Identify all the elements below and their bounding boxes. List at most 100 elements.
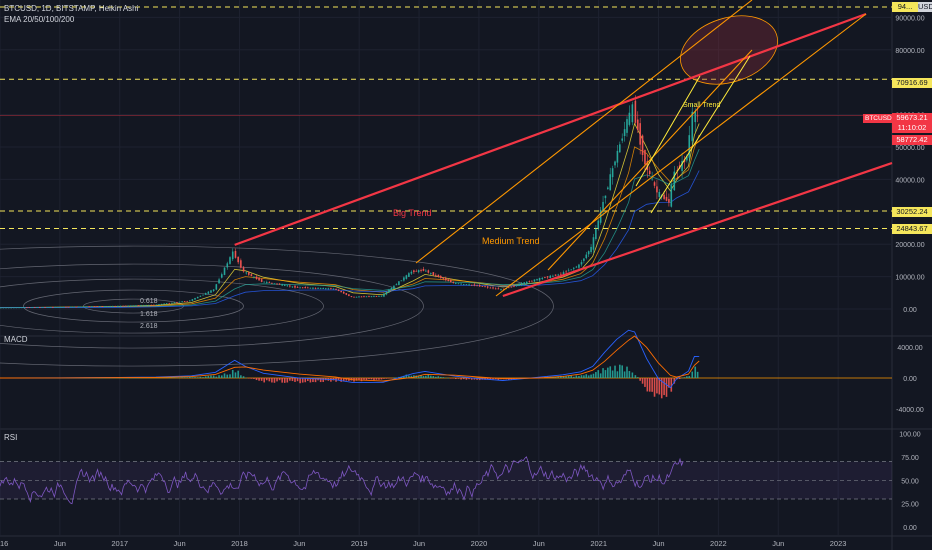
candle-body: [607, 187, 609, 189]
macd-histogram-bar: [199, 376, 202, 378]
candle-body: [88, 306, 91, 308]
candle-body: [78, 306, 80, 308]
candle-body: [28, 307, 31, 308]
macd-histogram-bar: [147, 377, 150, 379]
candle-body: [513, 285, 515, 287]
candle-body: [18, 307, 20, 309]
candle-body: [191, 299, 194, 301]
candle-body: [124, 305, 127, 307]
candle-body: [345, 293, 348, 295]
candle-body: [59, 306, 62, 308]
candle-body: [544, 277, 546, 278]
candle-body: [585, 254, 588, 259]
macd-histogram-bar: [119, 377, 122, 379]
macd-histogram-bar: [565, 376, 567, 378]
candle-body: [355, 296, 358, 298]
candle-body: [324, 288, 327, 290]
candle-body: [457, 283, 460, 285]
candle-body: [595, 228, 597, 239]
candle-body: [117, 305, 119, 307]
candle-body: [54, 306, 57, 308]
candle-body: [319, 287, 322, 289]
symbol-title: BTCUSD, 1D, BITSTAMP, Heikin Ashi: [4, 4, 139, 13]
macd-histogram-bar: [673, 378, 676, 384]
candle-body: [554, 274, 557, 276]
candle-body: [147, 304, 150, 306]
candle-body: [189, 300, 191, 302]
macd-tick-label: 4000.00: [897, 345, 922, 352]
candle-body: [13, 307, 15, 309]
ema-line: [0, 170, 700, 308]
candle-body: [673, 171, 676, 191]
macd-histogram-bar: [160, 377, 163, 379]
macd-histogram-bar: [473, 378, 476, 380]
candle-body: [486, 286, 489, 288]
macd-histogram-bar: [417, 375, 420, 378]
macd-histogram-bar: [229, 374, 231, 378]
macd-histogram-bar: [135, 377, 137, 379]
macd-histogram-bar: [299, 378, 301, 384]
macd-histogram-bar: [660, 378, 663, 399]
candle-body: [531, 280, 533, 282]
candle-body: [408, 273, 410, 277]
big-trend-upper-line: [234, 12, 867, 246]
macd-histogram-bar: [212, 375, 215, 378]
candle-body: [616, 150, 619, 163]
candle-body: [523, 282, 525, 285]
candle-body: [296, 287, 299, 288]
macd-histogram-bar: [294, 378, 296, 382]
price-label-70916: 70916.69: [892, 78, 932, 88]
macd-histogram-bar: [432, 375, 435, 378]
macd-histogram-bar: [176, 377, 178, 379]
candle-body: [301, 287, 304, 289]
candle-body: [639, 123, 641, 145]
candle-body: [204, 293, 207, 295]
candle-body: [98, 306, 101, 307]
candle-body: [171, 302, 173, 304]
candle-body: [218, 279, 220, 284]
candle-body: [91, 306, 93, 308]
macd-histogram-bar: [286, 378, 289, 383]
candle-body: [454, 283, 457, 284]
candle-body: [150, 304, 153, 306]
macd-histogram-bar: [656, 378, 658, 394]
macd-histogram-bar: [145, 377, 147, 379]
candle-body: [350, 296, 353, 297]
candle-body: [497, 288, 500, 290]
macd-histogram-bar: [122, 377, 124, 379]
x-tick-label: Jun: [772, 539, 784, 548]
candle-body: [127, 305, 130, 307]
macd-histogram-bar: [250, 378, 253, 379]
macd-histogram-bar: [383, 378, 385, 379]
candle-body: [378, 295, 380, 297]
candle-body: [160, 303, 163, 305]
x-tick-label: 2017: [111, 539, 128, 548]
candle-body: [237, 256, 239, 263]
macd-histogram-bar: [304, 378, 307, 383]
candle-body: [20, 307, 23, 309]
candle-body: [96, 306, 98, 307]
macd-histogram-bar: [360, 378, 363, 382]
macd-histogram-bar: [590, 374, 592, 378]
macd-histogram-bar: [196, 377, 199, 378]
candle-body: [255, 276, 258, 280]
candle-body: [413, 270, 415, 273]
macd-histogram-bar: [585, 374, 588, 378]
macd-histogram-bar: [554, 376, 557, 378]
candle-body: [425, 270, 427, 272]
candle-body: [335, 288, 337, 290]
candle-body: [447, 279, 450, 282]
macd-histogram-bar: [142, 377, 145, 379]
fib-ring: [0, 263, 424, 349]
candle-body: [644, 150, 646, 165]
candle-body: [176, 302, 178, 303]
candle-body: [294, 285, 296, 288]
candle-body: [562, 272, 565, 276]
macd-histogram-bar: [683, 377, 686, 378]
macd-histogram-bar: [631, 372, 634, 378]
macd-histogram-bar: [322, 378, 325, 382]
candle-body: [634, 100, 637, 123]
macd-histogram-bar: [578, 375, 580, 378]
candle-body: [70, 306, 72, 308]
